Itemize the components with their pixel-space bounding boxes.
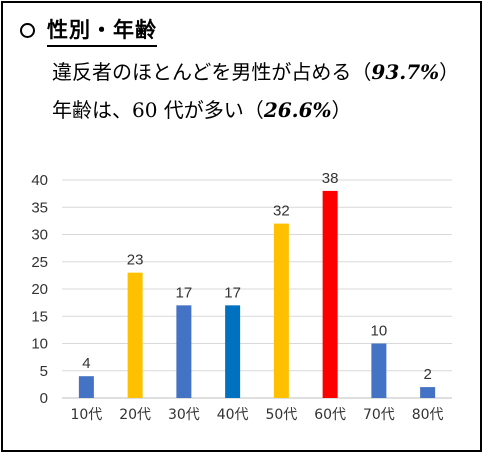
x-tick-label: 40代 [217, 407, 249, 423]
x-tick-label: 50代 [265, 407, 297, 423]
x-tick-label: 70代 [363, 407, 395, 423]
summary-line-gender-close: ） [439, 60, 460, 84]
age60-share-value: 26.6% [263, 98, 332, 122]
data-label: 38 [322, 170, 339, 187]
bar-4 [273, 223, 289, 398]
data-label: 17 [224, 284, 241, 301]
bar-5 [322, 190, 338, 398]
y-tick-label: 25 [31, 254, 48, 271]
bar-1 [127, 272, 143, 398]
data-label: 10 [371, 323, 388, 340]
data-label: 17 [176, 284, 193, 301]
summary-line-age-close: ） [331, 98, 352, 122]
section-title: 性別・年齢 [47, 14, 157, 47]
bar-0 [78, 376, 94, 398]
y-tick-label: 5 [40, 363, 48, 380]
y-tick-label: 10 [31, 336, 48, 353]
x-tick-label: 10代 [70, 407, 102, 423]
x-tick-label: 60代 [314, 407, 346, 423]
data-label: 2 [423, 366, 431, 383]
data-label: 23 [127, 252, 144, 269]
y-tick-label: 15 [31, 308, 48, 325]
x-tick-label: 80代 [412, 407, 444, 423]
bar-3 [225, 305, 241, 398]
bar-2 [176, 305, 192, 398]
x-tick-label: 20代 [119, 407, 151, 423]
y-tick-label: 35 [31, 199, 48, 216]
bar-6 [371, 343, 387, 398]
y-tick-label: 20 [31, 281, 48, 298]
y-tick-label: 30 [31, 227, 48, 244]
x-tick-label: 30代 [168, 407, 200, 423]
summary-line-age-text: 年齢は、60 代が多い（ [52, 98, 264, 122]
summary-line-age: 年齢は、60 代が多い（26.6%） [52, 94, 352, 123]
summary-line-gender: 違反者のほとんどを男性が占める（93.7%） [52, 56, 459, 85]
bar-7 [420, 387, 436, 398]
data-label: 32 [273, 203, 290, 220]
y-tick-label: 0 [40, 390, 48, 407]
section-heading: 性別・年齢 [20, 14, 157, 47]
male-share-value: 93.7% [371, 60, 440, 84]
data-label: 4 [82, 355, 90, 372]
summary-line-gender-text: 違反者のほとんどを男性が占める（ [52, 60, 372, 84]
circle-bullet-icon [20, 22, 35, 38]
y-tick-label: 40 [31, 172, 48, 189]
